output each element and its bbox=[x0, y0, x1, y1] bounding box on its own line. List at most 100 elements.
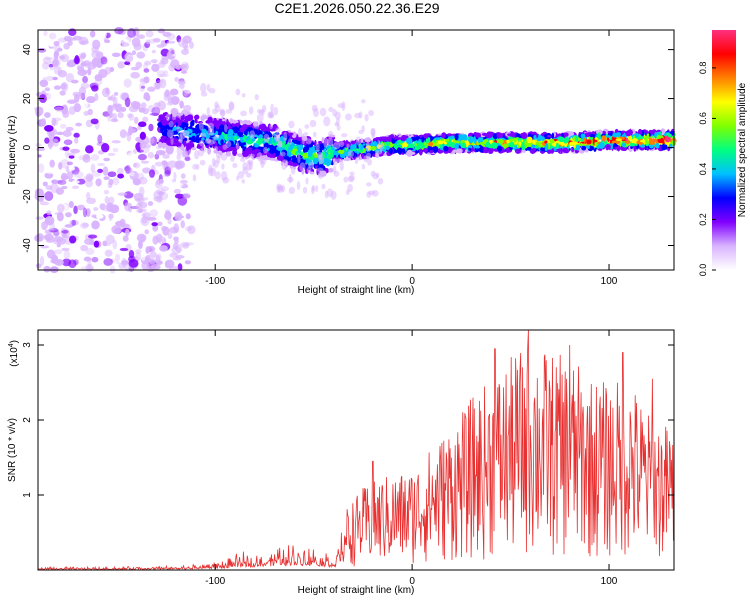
spectrogram-cell bbox=[112, 147, 119, 153]
spectrogram-cell bbox=[169, 88, 179, 96]
spectrogram-cell bbox=[74, 137, 79, 144]
spectrogram-cell bbox=[90, 118, 99, 125]
spectrogram-cell bbox=[297, 146, 301, 154]
spectrogram-cell bbox=[82, 207, 88, 218]
spectrogram-cell bbox=[166, 33, 176, 41]
spectrogram-cell bbox=[142, 116, 149, 123]
spectrogram-cell bbox=[156, 70, 166, 78]
spectrogram-cell bbox=[239, 153, 243, 157]
spectrogram-cell bbox=[468, 147, 472, 151]
spectrogram-cell bbox=[257, 146, 263, 150]
spectrogram-cell bbox=[505, 147, 510, 154]
spectrogram-cell bbox=[112, 177, 120, 186]
spectrogram-cell bbox=[562, 147, 569, 154]
spectrogram-cell bbox=[520, 132, 525, 137]
spectrogram-cell bbox=[61, 247, 70, 252]
spectrogram-cell bbox=[345, 113, 352, 121]
spectrogram-cell bbox=[99, 203, 106, 211]
spectrogram-cell bbox=[261, 105, 267, 112]
spectrogram-cell bbox=[269, 123, 273, 130]
spectrogram-cell bbox=[62, 258, 72, 267]
spectrogram-cell bbox=[170, 59, 180, 69]
spectrogram-cell bbox=[95, 178, 102, 187]
spectrogram-cell bbox=[561, 141, 565, 147]
spectrogram-cell bbox=[600, 135, 607, 141]
spectrogram-cell bbox=[366, 182, 372, 187]
spectrogram-cell bbox=[143, 68, 150, 73]
spectrogram-cell bbox=[135, 249, 142, 254]
spectrogram-cell bbox=[39, 80, 48, 85]
spectrogram-cell bbox=[481, 132, 488, 137]
spectrogram-cell bbox=[586, 145, 590, 149]
spectrogram-cell bbox=[496, 145, 503, 152]
spectrogram-cell bbox=[167, 160, 178, 168]
spectrogram-cell bbox=[147, 104, 156, 113]
spectrogram-cell bbox=[396, 147, 402, 154]
spectrogram-cell bbox=[81, 222, 89, 228]
spectrogram-cell bbox=[156, 260, 163, 265]
spectrogram-cell bbox=[152, 224, 159, 232]
snr-xtick-label: -100 bbox=[205, 576, 225, 587]
spectrogram-cell bbox=[59, 123, 67, 129]
spectrogram-cell bbox=[639, 130, 643, 135]
spectrogram-cell bbox=[66, 99, 77, 104]
spectrogram-cell bbox=[227, 133, 232, 138]
snr-xtick-label: 100 bbox=[601, 576, 618, 587]
spectrogram-cell bbox=[71, 219, 77, 226]
spectrogram-cell bbox=[224, 124, 228, 133]
spectrogram-cell bbox=[571, 148, 575, 152]
spectrogram-cell bbox=[151, 106, 161, 117]
spectrogram-ylabel: Frequency (Hz) bbox=[7, 116, 18, 185]
spectrogram-cell bbox=[328, 167, 334, 173]
snr-xtick-label: 0 bbox=[409, 576, 415, 587]
spectrogram-cell bbox=[157, 61, 166, 68]
spectrogram-cell bbox=[447, 146, 453, 154]
spectrogram-panel: -100 0 100 -40 -20 0 20 40 Height of straight l… bbox=[7, 26, 677, 296]
spectrogram-cell bbox=[68, 155, 75, 159]
spectrogram-cell bbox=[128, 113, 135, 121]
spectrogram-cell bbox=[151, 63, 160, 72]
spectrogram-cell bbox=[111, 140, 121, 144]
spectrogram-cell bbox=[162, 125, 168, 132]
spectrogram-cell bbox=[206, 139, 212, 144]
spectrogram-cell bbox=[141, 213, 146, 217]
spectrogram-cell bbox=[43, 265, 51, 273]
spectrogram-cell bbox=[113, 92, 119, 96]
snr-ylabel: SNR (10 * v/v) bbox=[7, 418, 18, 482]
spectrogram-cell bbox=[80, 62, 88, 67]
spectrogram-cell bbox=[149, 136, 155, 145]
spectrogram-cell bbox=[170, 110, 174, 115]
colorbar: 0.0 0.2 0.4 0.6 0.8 Normalized spectral ampl… bbox=[698, 30, 748, 276]
spectrogram-cell bbox=[161, 119, 168, 126]
spectrogram-cell bbox=[97, 168, 104, 173]
spectrogram-cell bbox=[162, 70, 169, 75]
spectrogram-cell bbox=[598, 142, 605, 149]
spectrogram-cell bbox=[225, 108, 232, 114]
spectrogram-cell bbox=[164, 259, 175, 269]
spectrogram-cell bbox=[103, 176, 110, 181]
spectrogram-cell bbox=[383, 153, 387, 156]
spectrogram-cell bbox=[580, 133, 586, 139]
spectrogram-cell bbox=[310, 142, 315, 145]
spectrogram-cell bbox=[169, 252, 178, 258]
spectrogram-cell bbox=[228, 146, 235, 150]
spectrogram-cell bbox=[159, 245, 168, 252]
spectrogram-cell bbox=[279, 151, 286, 157]
spectrogram-cell bbox=[98, 29, 107, 39]
spectrogram-cell bbox=[319, 163, 324, 167]
spectrogram-cell bbox=[68, 166, 75, 171]
spectrogram-cell bbox=[101, 87, 111, 98]
spectrogram-cell bbox=[154, 161, 164, 167]
spectrogram-cell bbox=[239, 157, 246, 163]
spectrogram-cell bbox=[156, 79, 165, 84]
spectrogram-cell bbox=[319, 107, 327, 117]
spectrogram-cell bbox=[488, 139, 494, 144]
spectrogram-cell bbox=[544, 143, 549, 151]
spectrogram-cell bbox=[311, 185, 316, 192]
spectrogram-cell bbox=[240, 110, 247, 117]
spectrogram-cell bbox=[258, 134, 263, 139]
spectrogram-cell bbox=[508, 144, 516, 148]
spectrogram-cell bbox=[69, 235, 77, 244]
spectrogram-cell bbox=[229, 118, 234, 124]
spectrogram-cell bbox=[290, 165, 296, 175]
